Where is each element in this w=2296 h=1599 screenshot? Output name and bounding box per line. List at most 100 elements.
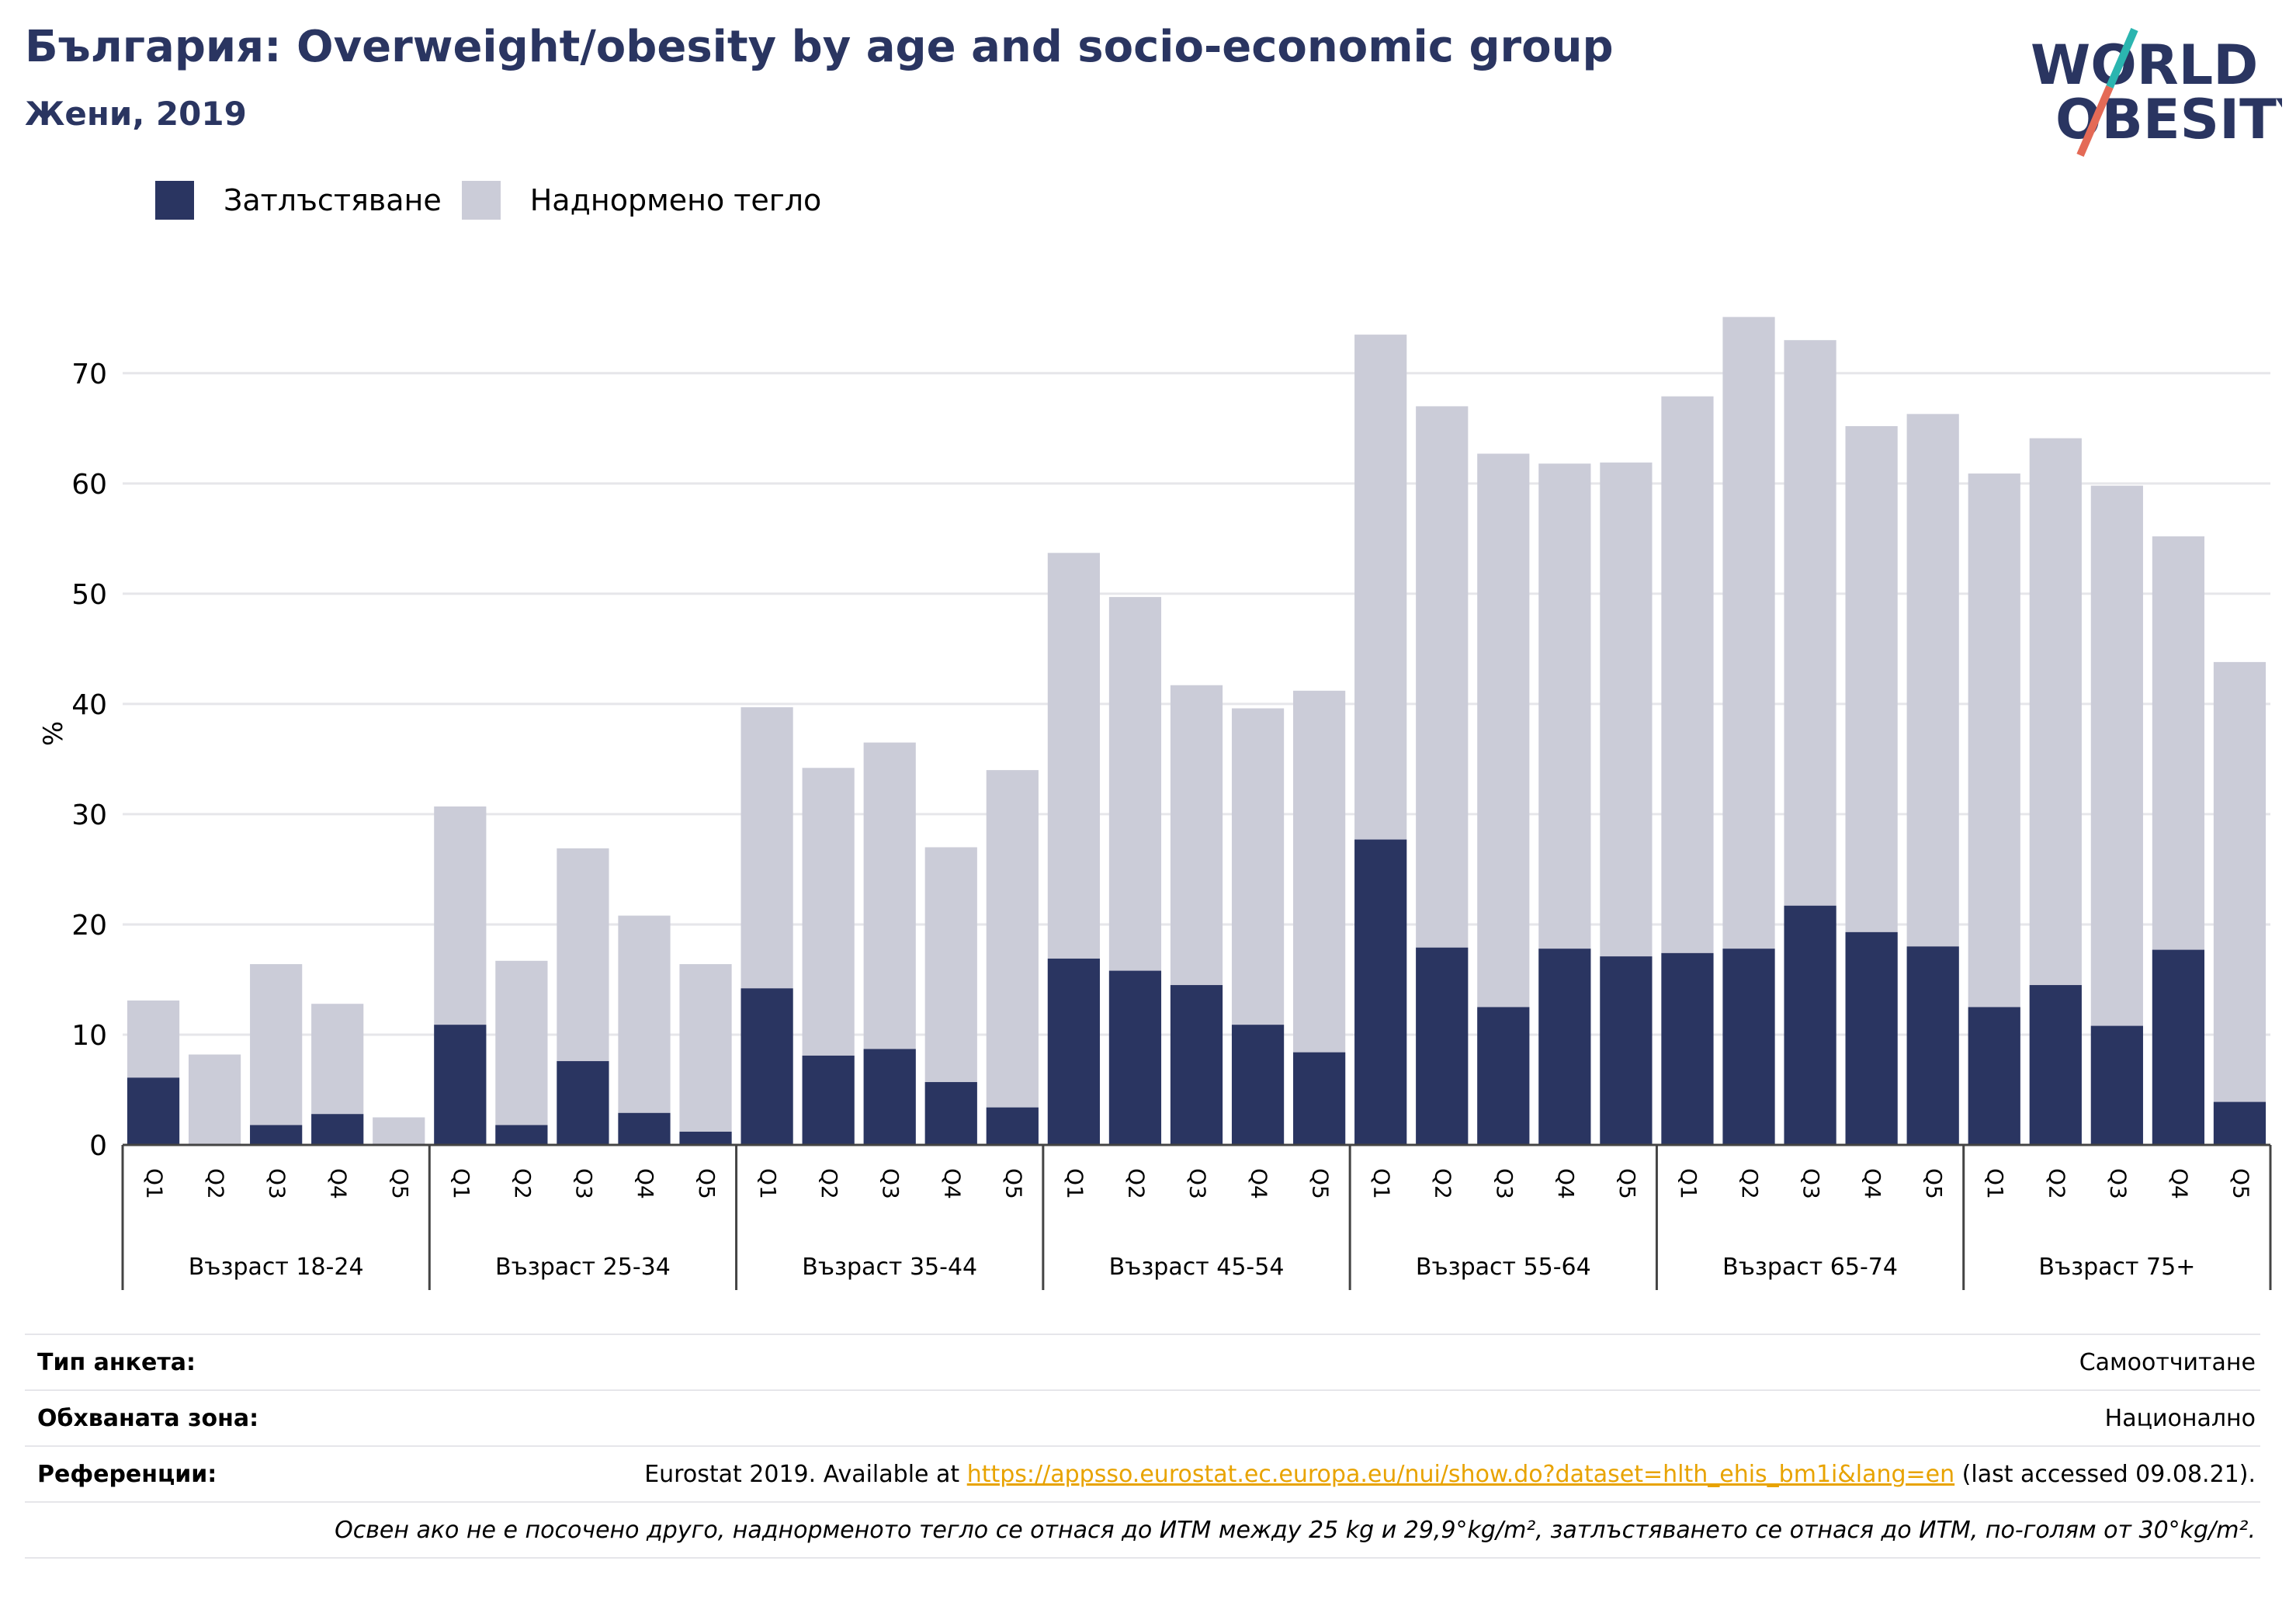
meta-row-survey: Тип анкета: Самоотчитане — [25, 1334, 2260, 1389]
y-tick-label: 10 — [71, 1020, 107, 1052]
x-tick-label: Q5 — [1614, 1168, 1640, 1199]
group-label: Възраст 75+ — [2038, 1254, 2195, 1281]
y-tick-label: 30 — [71, 800, 107, 831]
legend-label-obesity: Затлъстяване — [224, 183, 442, 217]
bar-obesity — [1722, 949, 1775, 1145]
legend-item-overweight: Наднормено тегло — [461, 181, 821, 220]
bar-obesity — [1354, 839, 1407, 1145]
bar-obesity — [679, 1131, 732, 1145]
bar-obesity — [495, 1125, 548, 1145]
bar-obesity — [1845, 931, 1898, 1145]
logo-line1: WORLD — [2031, 33, 2258, 97]
bar-obesity — [1108, 970, 1162, 1145]
x-tick-label: Q2 — [1123, 1168, 1149, 1199]
x-tick-label: Q5 — [1308, 1168, 1334, 1199]
bar-obesity — [1968, 1007, 2020, 1145]
y-tick-label: 50 — [71, 579, 107, 611]
page-subtitle: Жени, 2019 — [25, 95, 247, 133]
bar-obesity — [1047, 958, 1100, 1145]
meta-row-references: Референции: Eurostat 2019. Available at … — [25, 1445, 2260, 1501]
x-tick-label: Q3 — [1798, 1168, 1824, 1199]
bar-obesity — [1293, 1052, 1346, 1145]
x-tick-label: Q4 — [939, 1168, 965, 1199]
bar-obesity — [434, 1025, 487, 1145]
x-tick-label: Q4 — [2166, 1168, 2192, 1199]
bar-obesity — [740, 988, 793, 1145]
references-suffix: (last accessed 09.08.21). — [1954, 1461, 2256, 1488]
bar-obesity — [250, 1125, 303, 1145]
x-tick-label: Q3 — [878, 1168, 903, 1199]
x-tick-label: Q4 — [1860, 1168, 1885, 1199]
y-tick-label: 0 — [89, 1130, 107, 1162]
group-label: Възраст 18-24 — [189, 1254, 364, 1281]
y-tick-label: 60 — [71, 469, 107, 501]
group-label: Възраст 25-34 — [495, 1254, 671, 1281]
bar-obesity — [924, 1082, 977, 1145]
bar-obesity — [1477, 1007, 1530, 1145]
bar-overweight — [373, 1117, 425, 1145]
x-tick-label: Q5 — [387, 1168, 413, 1199]
x-tick-label: Q3 — [571, 1168, 597, 1199]
bar-obesity — [986, 1107, 1039, 1145]
legend-swatch-overweight — [461, 181, 501, 220]
bar-obesity — [1170, 985, 1223, 1145]
bar-overweight — [250, 964, 303, 1145]
stacked-bar-chart: 0 10 20 30 40 50 60 70% Q1 Q2 Q3 Q4 Q5 Възраст 18-24 Q… — [38, 317, 2272, 1290]
bar-overweight — [618, 915, 671, 1145]
page-title: България: Overweight/obesity by age and … — [25, 22, 1614, 72]
chart-legend: Затлъстяване Наднормено тегло — [155, 180, 841, 220]
x-tick-label: Q5 — [2228, 1168, 2253, 1199]
x-tick-label: Q5 — [694, 1168, 720, 1199]
bar-obesity — [618, 1112, 671, 1145]
group-label: Възраст 55-64 — [1416, 1254, 1591, 1281]
x-tick-label: Q2 — [1737, 1168, 1763, 1199]
bar-obesity — [2152, 949, 2205, 1145]
bar-obesity — [1538, 949, 1591, 1145]
group-label: Възраст 65-74 — [1722, 1254, 1898, 1281]
x-tick-label: Q3 — [265, 1168, 290, 1199]
bar-obesity — [557, 1061, 609, 1145]
x-tick-label: Q2 — [510, 1168, 536, 1199]
x-tick-label: Q5 — [1001, 1168, 1026, 1199]
x-tick-label: Q3 — [2105, 1168, 2131, 1199]
x-tick-label: Q2 — [203, 1168, 229, 1199]
bar-obesity — [863, 1049, 916, 1145]
x-tick-label: Q1 — [755, 1168, 781, 1199]
x-tick-label: Q2 — [2044, 1168, 2069, 1199]
bar-overweight — [495, 960, 548, 1145]
bar-overweight — [188, 1054, 241, 1145]
logo-slash-bottom — [2076, 85, 2114, 157]
y-tick-label: 70 — [71, 359, 107, 390]
x-tick-label: Q2 — [1431, 1168, 1456, 1199]
y-tick-label: 20 — [71, 910, 107, 942]
bar-obesity — [802, 1055, 855, 1145]
bar-obesity — [2090, 1025, 2143, 1145]
bar-obesity — [1231, 1025, 1285, 1145]
bar-obesity — [127, 1077, 180, 1145]
x-tick-label: Q1 — [1369, 1168, 1395, 1199]
world-obesity-logo: WORLD OBESITY — [2031, 28, 2282, 157]
x-tick-label: Q4 — [1247, 1168, 1272, 1199]
references-prefix: Eurostat 2019. Available at — [644, 1461, 967, 1488]
x-tick-label: Q4 — [1553, 1168, 1579, 1199]
bar-obesity — [1784, 905, 1836, 1145]
x-tick-label: Q1 — [1062, 1168, 1087, 1199]
x-tick-label: Q1 — [1982, 1168, 2008, 1199]
bar-obesity — [2029, 985, 2082, 1145]
x-tick-label: Q2 — [817, 1168, 842, 1199]
x-tick-label: Q5 — [1921, 1168, 1947, 1199]
y-tick-label: 40 — [71, 689, 107, 721]
legend-swatch-obesity — [155, 181, 194, 220]
x-tick-label: Q3 — [1492, 1168, 1517, 1199]
x-tick-label: Q1 — [449, 1168, 474, 1199]
bar-obesity — [1906, 946, 1959, 1145]
meta-coverage-value: Национално — [2104, 1405, 2256, 1432]
references-link[interactable]: https://appsso.eurostat.ec.europa.eu/nui… — [966, 1461, 1955, 1488]
meta-references-label: Референции: — [37, 1461, 217, 1488]
legend-item-obesity: Затлъстяване — [155, 181, 442, 220]
bar-overweight — [2213, 661, 2267, 1145]
meta-survey-label: Тип анкета: — [37, 1349, 196, 1376]
x-tick-label: Q1 — [142, 1168, 168, 1199]
bar-obesity — [1600, 956, 1653, 1145]
bar-obesity — [1661, 952, 1714, 1145]
